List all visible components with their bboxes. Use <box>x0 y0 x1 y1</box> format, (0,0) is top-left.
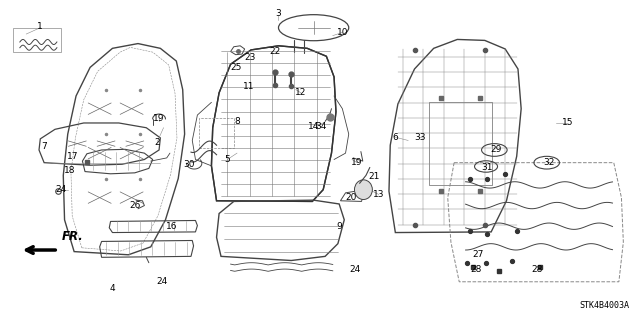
Text: 16: 16 <box>166 222 177 231</box>
Text: 24: 24 <box>156 277 167 286</box>
Text: 20: 20 <box>345 193 356 202</box>
Text: 9: 9 <box>336 222 342 231</box>
Text: 24: 24 <box>349 264 361 274</box>
Text: 26: 26 <box>129 201 141 210</box>
Text: 2: 2 <box>154 137 160 146</box>
Text: 12: 12 <box>295 88 307 97</box>
Text: 34: 34 <box>316 122 327 131</box>
Bar <box>13 28 61 51</box>
Text: 1: 1 <box>37 22 43 31</box>
Text: 21: 21 <box>369 173 380 182</box>
Ellipse shape <box>355 180 372 199</box>
Text: FR.: FR. <box>61 230 83 243</box>
Text: 8: 8 <box>234 117 240 126</box>
Text: 28: 28 <box>531 264 543 274</box>
Text: 24: 24 <box>56 185 67 194</box>
Text: 28: 28 <box>471 264 482 274</box>
Text: 14: 14 <box>308 122 319 131</box>
Text: 30: 30 <box>183 160 195 169</box>
Text: 11: 11 <box>243 82 254 91</box>
Text: 19: 19 <box>154 114 165 123</box>
Text: 22: 22 <box>269 47 281 56</box>
Text: 18: 18 <box>64 166 76 175</box>
Bar <box>198 118 234 148</box>
Text: 32: 32 <box>543 158 554 167</box>
Text: 33: 33 <box>415 133 426 142</box>
Text: STK4B4003A: STK4B4003A <box>580 301 630 310</box>
Text: 5: 5 <box>225 155 230 164</box>
Text: 27: 27 <box>473 250 484 259</box>
Text: 7: 7 <box>41 142 47 151</box>
Text: 10: 10 <box>337 28 348 37</box>
Text: 19: 19 <box>351 158 363 167</box>
Text: 3: 3 <box>276 9 282 18</box>
Text: 4: 4 <box>109 284 115 293</box>
Text: 29: 29 <box>490 145 501 154</box>
Text: 17: 17 <box>67 152 78 161</box>
Text: 31: 31 <box>481 163 493 172</box>
Text: 25: 25 <box>230 63 241 72</box>
Bar <box>429 102 492 185</box>
Text: 6: 6 <box>392 133 398 142</box>
Text: 15: 15 <box>562 118 573 128</box>
Text: 23: 23 <box>244 53 255 62</box>
Text: 13: 13 <box>373 190 385 199</box>
